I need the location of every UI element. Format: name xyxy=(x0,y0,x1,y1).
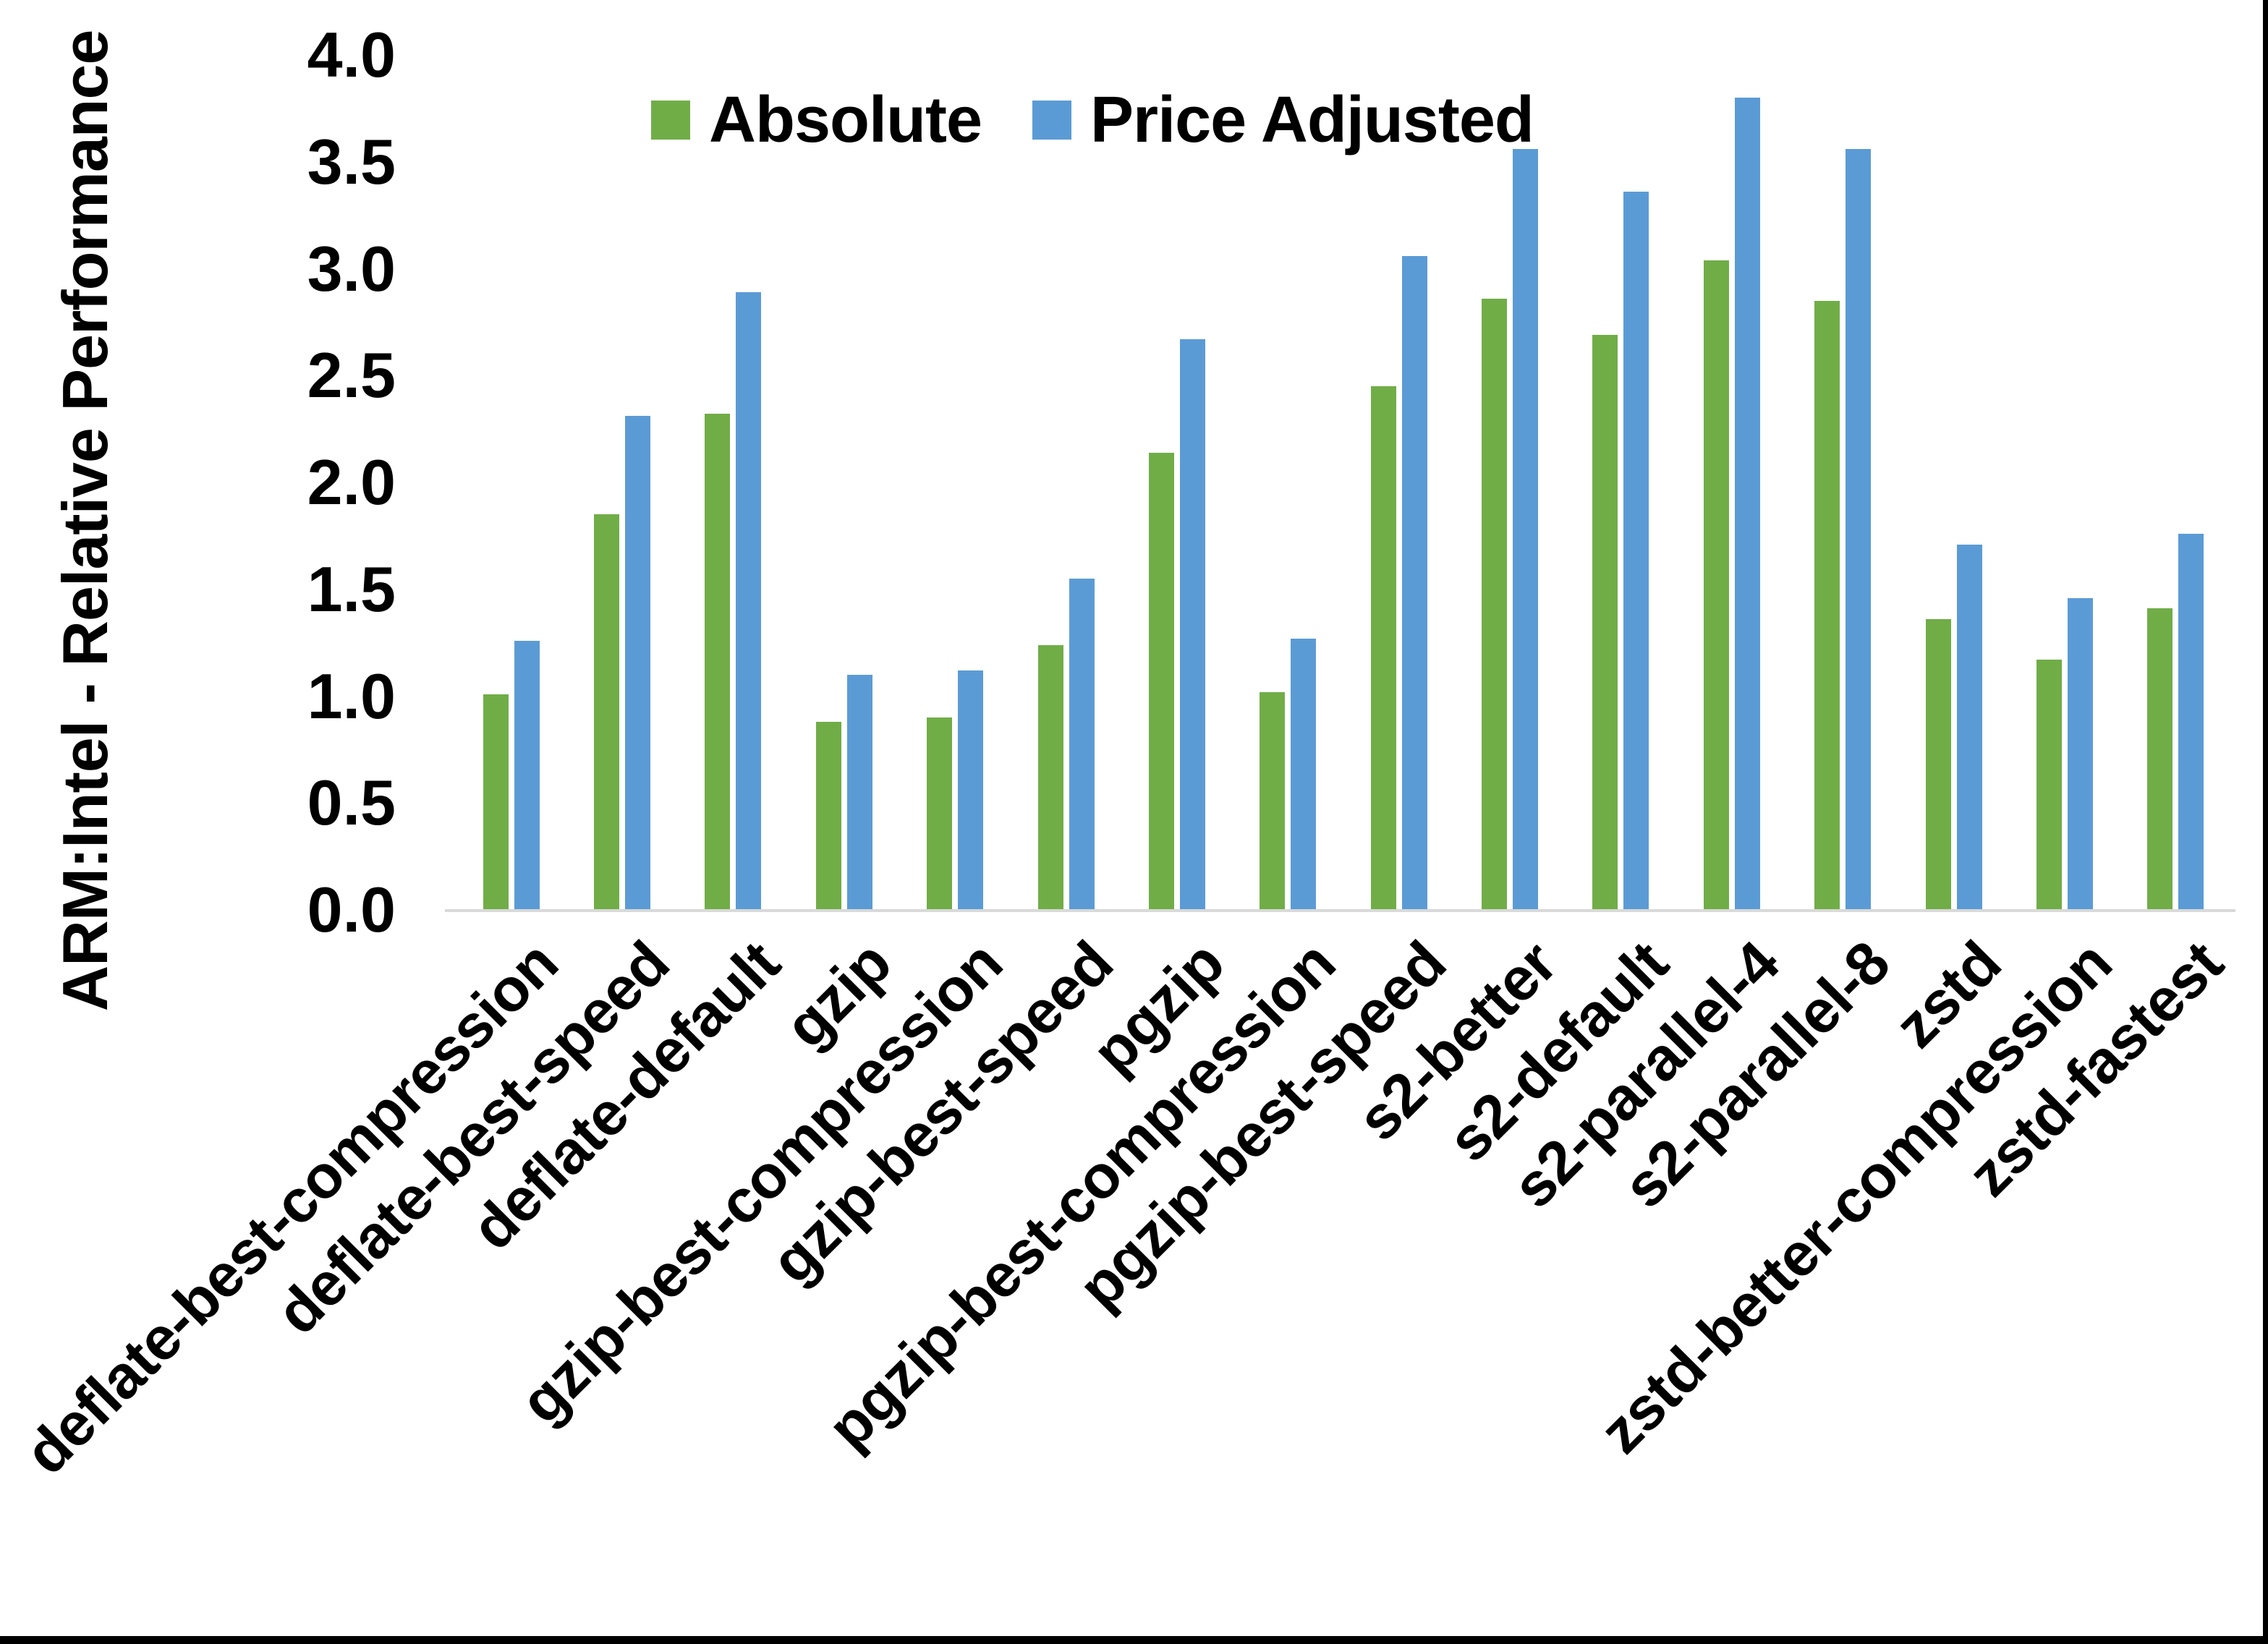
legend-label-price-adjusted: Price Adjusted xyxy=(1090,83,1534,156)
bar-absolute xyxy=(1370,386,1396,910)
bar-absolute xyxy=(1925,619,1951,910)
legend-entry-absolute: Absolute xyxy=(651,83,982,158)
bar-absolute xyxy=(1482,298,1508,910)
bar-absolute xyxy=(594,514,620,910)
bar-price-adjusted xyxy=(1513,149,1539,910)
bar-price-adjusted xyxy=(1623,192,1649,910)
bar-price-adjusted xyxy=(1069,578,1095,910)
bar-group xyxy=(1233,55,1343,910)
window-edge-bottom xyxy=(0,1636,2268,1644)
bar-group xyxy=(2120,55,2231,910)
bar-absolute xyxy=(927,717,953,910)
bar-absolute xyxy=(815,721,841,910)
bar-price-adjusted xyxy=(514,640,540,910)
bar-group xyxy=(1121,55,1232,910)
bar-group xyxy=(1454,55,1565,910)
window-edge-right xyxy=(2263,0,2268,1644)
y-axis-tick: 0.0 xyxy=(307,874,396,945)
bar-price-adjusted xyxy=(1401,255,1427,910)
bar-group xyxy=(1011,55,1121,910)
bar-price-adjusted xyxy=(1956,544,1982,910)
bar-absolute xyxy=(1037,644,1063,910)
bar-group xyxy=(456,55,566,910)
bar-group xyxy=(789,55,899,910)
bar-absolute xyxy=(1814,300,1840,910)
y-axis-tick: 1.0 xyxy=(307,660,396,732)
y-axis-tick: 2.0 xyxy=(307,446,396,518)
y-axis-tick: 3.0 xyxy=(307,232,396,304)
bar-price-adjusted xyxy=(1734,98,1760,910)
bar-price-adjusted xyxy=(1179,339,1205,910)
bar-absolute xyxy=(1703,260,1729,910)
bar-absolute xyxy=(705,414,731,910)
y-axis-tick: 3.5 xyxy=(307,125,396,197)
bar-group xyxy=(1898,55,2009,910)
y-axis-tick: 1.5 xyxy=(307,553,396,625)
legend-label-absolute: Absolute xyxy=(709,83,982,156)
price-adjusted-series-swatch-icon xyxy=(1032,101,1072,140)
bar-price-adjusted xyxy=(2067,597,2093,910)
bar-price-adjusted xyxy=(736,292,762,910)
bar-group xyxy=(2009,55,2120,910)
bar-absolute xyxy=(2036,660,2062,910)
legend-entry-price-adjusted: Price Adjusted xyxy=(1032,83,1534,158)
bar-group xyxy=(1566,55,1676,910)
bar-price-adjusted xyxy=(2178,533,2204,910)
bar-price-adjusted xyxy=(958,670,984,910)
bar-price-adjusted xyxy=(625,416,651,910)
bar-price-adjusted xyxy=(1846,149,1872,910)
bar-absolute xyxy=(1592,335,1618,910)
bar-price-adjusted xyxy=(846,674,872,910)
bar-absolute xyxy=(2147,608,2173,910)
legend: Absolute Price Adjusted xyxy=(651,83,1534,158)
bar-group xyxy=(1676,55,1787,910)
bar-absolute xyxy=(483,694,509,910)
y-axis-tick: 4.0 xyxy=(307,19,396,90)
y-axis-tick: 2.5 xyxy=(307,339,396,412)
bar-group xyxy=(1788,55,1898,910)
plot-area xyxy=(445,55,2235,912)
y-axis-tick: 0.5 xyxy=(307,767,396,839)
bar-price-adjusted xyxy=(1291,638,1317,910)
x-axis-line xyxy=(445,909,2235,912)
bar-group xyxy=(566,55,677,910)
bar-group xyxy=(900,55,1011,910)
bar-group xyxy=(1343,55,1454,910)
bar-absolute xyxy=(1148,452,1174,910)
bar-group xyxy=(678,55,789,910)
bar-absolute xyxy=(1260,691,1286,910)
absolute-series-swatch-icon xyxy=(651,101,690,140)
x-axis-labels: deflate-best-compression deflate-best-spe… xyxy=(0,928,2268,1579)
